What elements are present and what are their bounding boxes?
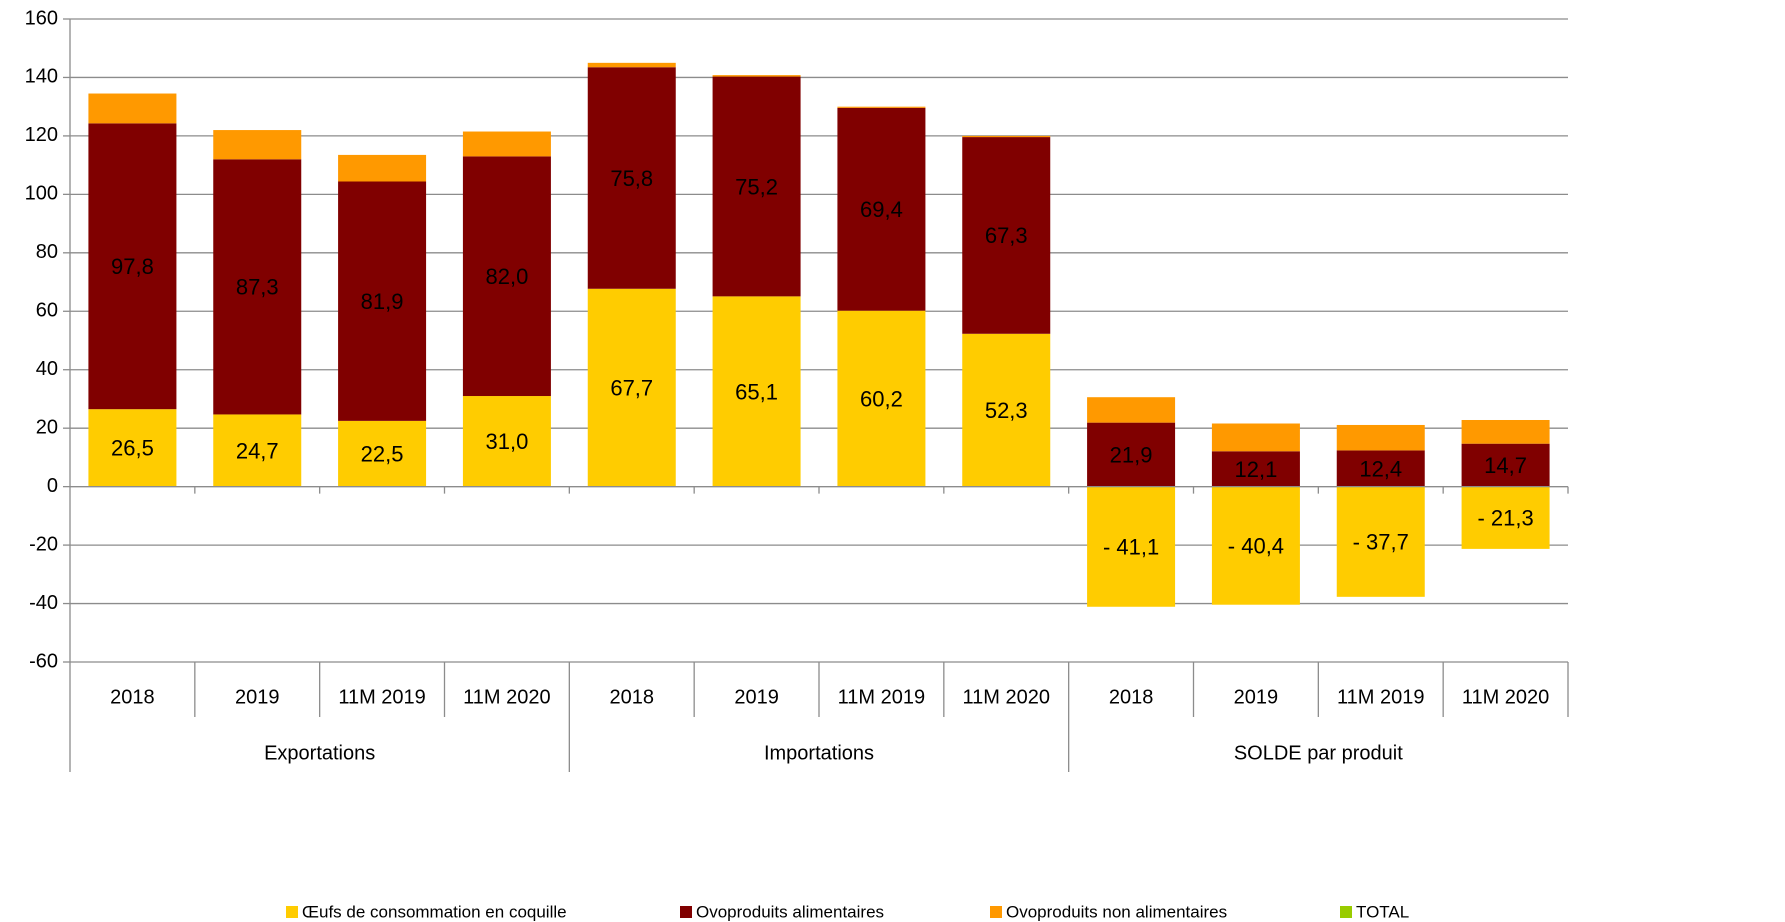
legend-swatch xyxy=(990,906,1002,918)
bar-segment xyxy=(712,76,801,297)
bar-segment xyxy=(587,62,676,68)
bar-segment xyxy=(1336,486,1425,597)
bar-segment xyxy=(712,296,801,487)
legend-swatch xyxy=(680,906,692,918)
y-tick-label: 100 xyxy=(25,183,58,205)
y-tick-label: 120 xyxy=(25,124,58,146)
x-tick-label: 11M 2020 xyxy=(1462,686,1549,708)
bar-segment xyxy=(88,409,177,487)
data-label: 69,4 xyxy=(860,197,903,222)
data-label: 75,8 xyxy=(610,166,653,191)
data-label: 67,7 xyxy=(610,376,653,401)
bar-segment xyxy=(338,154,427,182)
bar-segment xyxy=(962,135,1051,138)
data-label: 75,2 xyxy=(735,174,778,199)
data-label: 31,0 xyxy=(486,429,529,454)
data-label: 87,3 xyxy=(236,275,279,300)
y-tick-label: 160 xyxy=(25,7,58,29)
bar-segment xyxy=(962,333,1051,487)
y-tick-label: -60 xyxy=(29,650,58,672)
bar-segment xyxy=(837,310,926,487)
bar-segment xyxy=(1211,451,1300,487)
x-tick-label: 2019 xyxy=(734,686,779,708)
legend-swatch xyxy=(1340,906,1352,918)
y-tick-label: 140 xyxy=(25,66,58,88)
bar-segment xyxy=(213,159,302,415)
data-label: - 40,4 xyxy=(1228,533,1284,558)
legend-label: Ovoproduits non alimentaires xyxy=(1006,902,1227,921)
y-tick-label: -40 xyxy=(29,592,58,614)
bar-segment xyxy=(1211,423,1300,452)
y-tick-label: 20 xyxy=(36,416,58,438)
bar-segment xyxy=(88,93,177,124)
bar-segment xyxy=(1461,419,1550,444)
data-label: 52,3 xyxy=(985,398,1028,423)
data-label: 65,1 xyxy=(735,379,778,404)
legend-swatch xyxy=(286,906,298,918)
data-label: 26,5 xyxy=(111,436,154,461)
bar-segment xyxy=(712,75,801,77)
legend-label: Ovoproduits alimentaires xyxy=(696,902,884,921)
y-tick-label: 60 xyxy=(36,300,58,322)
data-label: 12,1 xyxy=(1235,457,1278,482)
bar-segment xyxy=(462,131,551,157)
bar-segment xyxy=(1336,450,1425,487)
bar-segment xyxy=(1087,486,1176,607)
data-label: 14,7 xyxy=(1484,453,1527,478)
bar-segment xyxy=(1211,486,1300,605)
bar-segment xyxy=(1336,424,1425,451)
x-tick-label: 2019 xyxy=(1234,686,1279,708)
group-label: Exportations xyxy=(264,742,375,764)
bar-segment xyxy=(462,396,551,487)
x-tick-label: 11M 2019 xyxy=(1337,686,1424,708)
x-tick-label: 2018 xyxy=(610,686,655,708)
data-label: 82,0 xyxy=(486,264,529,289)
x-tick-label: 2018 xyxy=(110,686,155,708)
data-label: 81,9 xyxy=(361,289,404,314)
bar-segment xyxy=(837,106,926,108)
bar-segment xyxy=(837,107,926,311)
data-label: 24,7 xyxy=(236,438,279,463)
y-tick-label: 80 xyxy=(36,241,58,263)
bar-segment xyxy=(587,67,676,289)
bar-segment xyxy=(587,288,676,487)
bar-segment xyxy=(338,181,427,421)
bar-segment xyxy=(1087,422,1176,487)
data-label: 22,5 xyxy=(361,442,404,467)
bar-segment xyxy=(1461,443,1550,487)
bar-segment xyxy=(213,130,302,160)
data-label: - 37,7 xyxy=(1353,530,1409,555)
data-label: 60,2 xyxy=(860,386,903,411)
x-tick-label: 11M 2019 xyxy=(838,686,925,708)
bar-segment xyxy=(1461,486,1550,549)
bar-segment xyxy=(88,123,177,410)
data-label: - 21,3 xyxy=(1477,506,1533,531)
x-tick-label: 11M 2019 xyxy=(338,686,425,708)
y-tick-label: 40 xyxy=(36,358,58,380)
x-tick-label: 2019 xyxy=(235,686,280,708)
bar-segment xyxy=(1087,397,1176,423)
bar-segment xyxy=(338,420,427,487)
data-label: 97,8 xyxy=(111,254,154,279)
group-label: SOLDE par produit xyxy=(1234,742,1403,764)
bar-segment xyxy=(462,156,551,397)
legend-label: TOTAL xyxy=(1356,902,1409,921)
x-tick-label: 11M 2020 xyxy=(463,686,550,708)
data-label: - 41,1 xyxy=(1103,535,1159,560)
data-label: 21,9 xyxy=(1110,442,1153,467)
x-tick-label: 11M 2020 xyxy=(963,686,1050,708)
bar-segment xyxy=(962,137,1051,334)
legend-label: Œufs de consommation en coquille xyxy=(302,902,567,921)
data-label: 67,3 xyxy=(985,223,1028,248)
group-label: Importations xyxy=(764,742,874,764)
data-label: 12,4 xyxy=(1359,456,1402,481)
y-tick-label: -20 xyxy=(29,533,58,555)
bar-segment xyxy=(213,414,302,487)
y-tick-label: 0 xyxy=(47,475,58,497)
x-tick-label: 2018 xyxy=(1109,686,1154,708)
